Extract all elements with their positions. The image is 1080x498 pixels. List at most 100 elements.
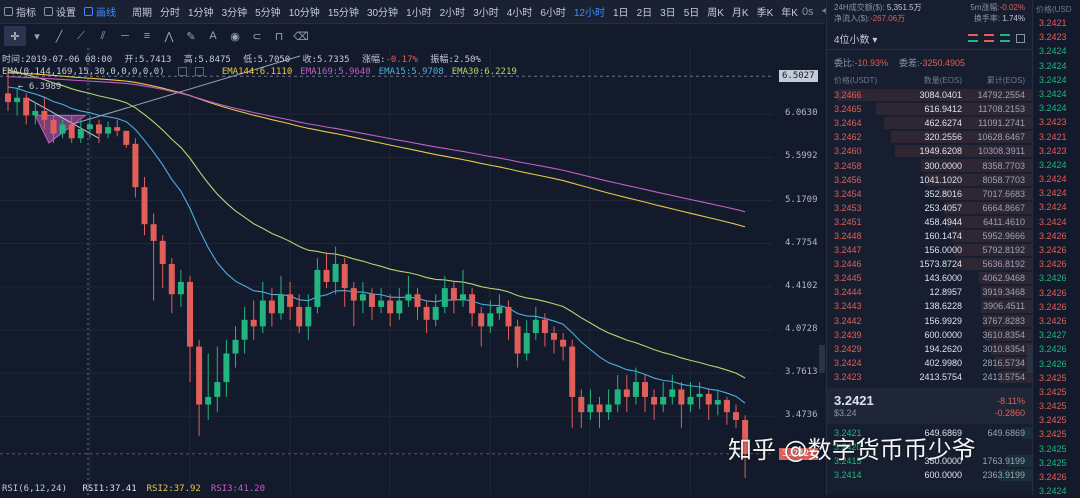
line-tool-icon[interactable]: ╱: [55, 30, 63, 43]
last-delta: -0.2860: [994, 408, 1025, 419]
ask-row[interactable]: 3.2445 143.6000 4062.9468: [827, 271, 1032, 285]
rsi-legend: RSI(6,12,24) RSI1:37.41 RSI2:37.92 RSI3:41…: [2, 484, 275, 494]
text-tool-icon[interactable]: A: [209, 30, 217, 42]
candle-body: [450, 288, 457, 301]
candle-body: [423, 306, 430, 320]
ask-row[interactable]: 3.2466 3084.0401 14792.2554: [827, 88, 1032, 102]
interval-tab[interactable]: 2日: [636, 8, 653, 19]
ask-row[interactable]: 3.2456 1041.1020 8058.7703: [827, 173, 1032, 187]
lock-icon[interactable]: ⊓: [274, 30, 284, 43]
ask-row[interactable]: 3.2439 600.0000 3610.8354: [827, 328, 1032, 342]
interval-tab[interactable]: 6小时: [540, 8, 566, 19]
bid-row[interactable]: 3.2420: [827, 440, 1032, 454]
collapse-right-handle[interactable]: [1027, 345, 1033, 373]
interval-tab[interactable]: 1分钟: [188, 8, 214, 19]
eye-icon[interactable]: ◉: [230, 30, 240, 43]
interval-tab[interactable]: 4小时: [506, 8, 533, 19]
ask-row[interactable]: 3.2462 320.2556 10628.6467: [827, 130, 1032, 144]
trend-line: [71, 55, 301, 125]
depth-bar: [982, 314, 1032, 327]
ema-close-icon[interactable]: [195, 67, 205, 76]
depth-bar: [978, 272, 1032, 285]
interval-tab[interactable]: 年K: [781, 8, 798, 19]
topbar-item-pen[interactable]: 画线: [80, 4, 120, 19]
ema-params[interactable]: EMA(0,144,169,15,30,0,0,0,0,0): [2, 67, 165, 77]
ask-row[interactable]: 3.2448 160.1474 5952.9666: [827, 229, 1032, 243]
candle-body: [714, 399, 721, 405]
ask-row[interactable]: 3.2446 1573.8724 5636.8192: [827, 257, 1032, 271]
ema-settings-icon[interactable]: [177, 67, 187, 76]
interval-tab[interactable]: 3日: [660, 8, 676, 19]
ask-row[interactable]: 3.2429 194.2620 3010.8354: [827, 342, 1032, 356]
ask-row[interactable]: 3.2460 1949.6208 10308.3911: [827, 144, 1032, 158]
interval-tab[interactable]: 5分钟: [255, 8, 281, 19]
both-sides-view-icon[interactable]: [968, 34, 978, 42]
ask-row[interactable]: 3.2458 300.0000 8358.7703: [827, 158, 1032, 172]
ask-row[interactable]: 3.2453 253.4057 6664.8667: [827, 201, 1032, 215]
dropdown-icon[interactable]: ▾: [34, 30, 40, 43]
depth-bar: [925, 173, 1032, 186]
interval-tab[interactable]: 分时: [160, 8, 180, 19]
interval-tab[interactable]: 月K: [731, 8, 749, 19]
bids-view-icon[interactable]: [1000, 34, 1010, 42]
ask-row[interactable]: 3.2465 616.9412 11708.2153: [827, 102, 1032, 116]
popout-icon[interactable]: [1016, 34, 1025, 43]
trade-row: 3.2425: [1039, 429, 1067, 440]
interval-tab[interactable]: 1小时: [406, 8, 432, 19]
ask-row[interactable]: 3.2443 138.6228 3906.4511: [827, 299, 1032, 313]
topbar-item-gear[interactable]: 设置: [40, 4, 80, 19]
order-price: 3.2464: [834, 118, 862, 129]
interval-tab[interactable]: 3小时: [473, 8, 499, 19]
candle-body: [369, 294, 375, 307]
crosshair-tool-icon[interactable]: ✛: [4, 26, 26, 46]
interval-tab[interactable]: 30分钟: [366, 8, 399, 19]
ask-row[interactable]: 3.2464 462.6274 11091.2741: [827, 116, 1032, 130]
pattern-tool-icon[interactable]: ⋀: [164, 30, 174, 43]
candle-body: [596, 404, 603, 413]
candle-body: [187, 281, 193, 347]
trade-row: 3.2426: [1039, 358, 1067, 369]
ask-row[interactable]: 3.2442 156.9929 3767.8283: [827, 314, 1032, 328]
ask-row[interactable]: 3.2444 12.8957 3919.3468: [827, 285, 1032, 299]
col-total: 累计(EOS): [986, 76, 1025, 85]
interval-tab[interactable]: 15分钟: [327, 8, 359, 19]
interval-tab[interactable]: 10分钟: [288, 8, 320, 19]
fib-tool-icon[interactable]: ≡: [143, 30, 151, 42]
collapse-left-handle[interactable]: [819, 345, 825, 373]
ask-row[interactable]: 3.2423 2413.5754 2413.5754: [827, 370, 1032, 384]
interval-tab[interactable]: 季K: [756, 8, 774, 19]
precision-select[interactable]: 4位小数 ▾: [834, 35, 878, 46]
interval-tab[interactable]: 12小时: [573, 8, 605, 19]
candle-body: [114, 127, 121, 131]
interval-tab[interactable]: 2小时: [439, 8, 466, 19]
magnet-icon[interactable]: ⊂: [252, 30, 262, 43]
ask-row[interactable]: 3.2454 352.8016 7017.6683: [827, 187, 1032, 201]
topbar-item-chart[interactable]: 指标: [0, 4, 40, 19]
asks-view-icon[interactable]: [984, 34, 994, 42]
bid-row[interactable]: 3.2414 600.0000 2363.9199: [827, 468, 1032, 482]
order-qty: 600.0000: [924, 329, 962, 340]
channel-tool-icon[interactable]: ⫽: [100, 29, 106, 42]
interval-tab[interactable]: 3分钟: [221, 8, 248, 19]
candlestick-chart[interactable]: ← 6.3989: [0, 48, 825, 495]
interval-tab[interactable]: 周K: [707, 8, 724, 19]
price-axis[interactable]: 6.0630 5.5992 5.1709 4.7754 4.4102 4.0728 3.76…: [773, 48, 825, 495]
interval-tab[interactable]: 5日: [683, 8, 700, 19]
brush-tool-icon[interactable]: ✎: [186, 30, 196, 43]
trade-row: 3.2425: [1039, 415, 1067, 426]
bid-row[interactable]: 3.2415 350.0000 1763.9199: [827, 454, 1032, 468]
chart-icon: [4, 7, 13, 16]
chart-topbar: 指标 设置 画线 周期 分时 1分钟 3分钟 5分钟 10分钟 15分钟 30分钟 1小时 2小时 3小时…: [0, 0, 865, 24]
ask-row[interactable]: 3.2447 156.0000 5792.8192: [827, 243, 1032, 257]
order-qty: 1573.8724: [919, 259, 962, 270]
ask-row[interactable]: 3.2424 402.9980 2816.5734: [827, 356, 1032, 370]
bid-row[interactable]: 3.2421 649.6869 649.6869: [827, 426, 1032, 440]
ray-tool-icon[interactable]: ⟋: [77, 29, 85, 42]
refresh-interval[interactable]: 0s: [801, 5, 814, 18]
ask-row[interactable]: 3.2451 458.4944 6411.4610: [827, 215, 1032, 229]
horizontal-line-icon[interactable]: ─: [121, 30, 129, 42]
rsi-params[interactable]: RSI(6,12,24): [2, 484, 68, 494]
interval-tab[interactable]: 1日: [613, 8, 629, 19]
trash-icon[interactable]: ⌫: [293, 30, 309, 43]
ohlc-change: 涨幅:-0.17%: [361, 55, 418, 65]
